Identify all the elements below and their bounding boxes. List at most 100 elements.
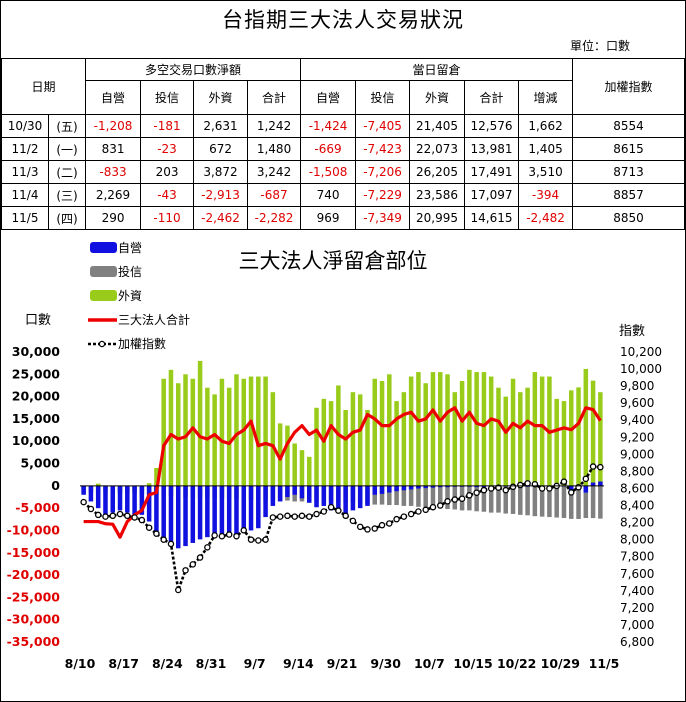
bar-dealer: [401, 485, 407, 491]
cell: 12,576: [464, 114, 520, 138]
legend-label: 三大法人合計: [118, 312, 190, 327]
bar-dealer: [430, 485, 436, 488]
table-row: 11/4 (三) 2,269 -43 -2,913 -687 740 -7,22…: [1, 183, 686, 207]
bar-trust: [561, 485, 567, 518]
bar-foreign: [197, 360, 203, 486]
x-tick-label: 10/7: [414, 656, 445, 671]
bar-dealer: [437, 485, 443, 488]
y-tick-label: -10,000: [7, 522, 61, 537]
bar-foreign: [481, 372, 487, 486]
legend-label: 自營: [118, 241, 142, 255]
bar-foreign: [488, 376, 494, 486]
bar-foreign: [561, 401, 567, 486]
bar-trust: [474, 485, 479, 512]
bar-trust: [547, 485, 552, 518]
bar-foreign: [503, 396, 509, 486]
bar-foreign: [205, 387, 210, 486]
bar-trust: [488, 485, 494, 513]
index-point: [262, 536, 269, 543]
header-open-interest: 當日留倉: [300, 58, 574, 81]
index-point: [436, 502, 444, 509]
y2-tick-label: 9,800: [620, 379, 654, 393]
y-tick-label: -15,000: [7, 545, 61, 560]
cell: 3,510: [518, 160, 574, 184]
bar-foreign: [328, 401, 334, 486]
index-point: [509, 483, 517, 491]
bar-trust: [408, 485, 414, 506]
bar-dealer: [241, 485, 247, 533]
bar-foreign: [590, 380, 596, 486]
bar-dealer: [416, 485, 421, 489]
bar-foreign: [394, 401, 399, 486]
cell: -181: [140, 114, 195, 138]
cell: -7,423: [355, 137, 411, 161]
bar-foreign: [95, 483, 101, 486]
index-point: [560, 478, 568, 485]
bar-trust: [518, 485, 523, 515]
index-point: [313, 510, 320, 518]
cell: -833: [85, 160, 142, 184]
index-point: [124, 512, 131, 520]
cell: -687: [247, 183, 302, 207]
bar-dealer: [197, 485, 203, 540]
cell: -669: [300, 137, 357, 161]
cell: -7,405: [355, 114, 411, 138]
bar-dealer: [248, 485, 254, 531]
bar-dealer: [226, 485, 232, 533]
y-tick-label: -20,000: [7, 567, 61, 582]
index-point: [182, 567, 189, 574]
y2-tick-label: 8,800: [620, 464, 654, 478]
cell: -2,462: [193, 206, 249, 230]
bar-dealer: [350, 485, 356, 511]
x-tick-label: 9/14: [283, 656, 314, 671]
cell: 26,205: [409, 160, 466, 184]
table-row: 11/3 (二) -833 203 3,872 3,242 -1,508 -7,…: [1, 160, 686, 184]
cell: 740: [300, 183, 357, 207]
index-point: [233, 532, 240, 540]
index-point: [502, 486, 509, 494]
cell: -2,482: [518, 206, 574, 230]
bar-dealer: [365, 485, 370, 506]
bar-foreign: [496, 387, 501, 486]
cell: 969: [300, 206, 357, 230]
bar-foreign: [343, 410, 348, 486]
row-date: 10/30: [1, 114, 49, 138]
cell: -1,508: [300, 160, 357, 184]
y-tick-label: -30,000: [7, 612, 61, 627]
index-point: [342, 512, 349, 520]
bar-foreign: [416, 372, 421, 486]
bar-dealer: [88, 485, 94, 502]
legend-marker: [98, 340, 106, 348]
index-point: [218, 532, 226, 540]
index-point: [240, 527, 247, 534]
bar-foreign: [372, 378, 378, 486]
bar-foreign: [256, 376, 261, 486]
row-weekday: (四): [47, 206, 87, 230]
bar-foreign: [219, 378, 225, 486]
index-point: [255, 537, 262, 544]
legend-label: 外資: [118, 289, 142, 303]
index-point: [487, 485, 495, 492]
bar-dealer: [394, 485, 399, 492]
bar-trust: [481, 485, 487, 512]
bar-dealer: [423, 485, 428, 489]
cell: 1,662: [518, 114, 574, 138]
bar-trust: [401, 485, 407, 506]
header-date: 日期: [0, 58, 87, 115]
row-date: 11/4: [1, 183, 49, 207]
cell: -1,424: [300, 114, 357, 138]
bar-foreign: [401, 392, 407, 486]
subheader: 外資: [409, 80, 466, 115]
bar-foreign: [234, 374, 239, 486]
bar-foreign: [190, 378, 196, 486]
index-point: [102, 513, 109, 520]
index-point: [109, 512, 117, 520]
bar-trust: [583, 485, 589, 518]
bar-dealer: [81, 485, 86, 495]
index-point: [371, 525, 378, 532]
index-point: [80, 498, 87, 506]
index-point: [480, 486, 488, 494]
y-tick-label: -5,000: [15, 500, 60, 515]
bar-foreign: [539, 376, 545, 486]
index-point: [225, 531, 233, 538]
